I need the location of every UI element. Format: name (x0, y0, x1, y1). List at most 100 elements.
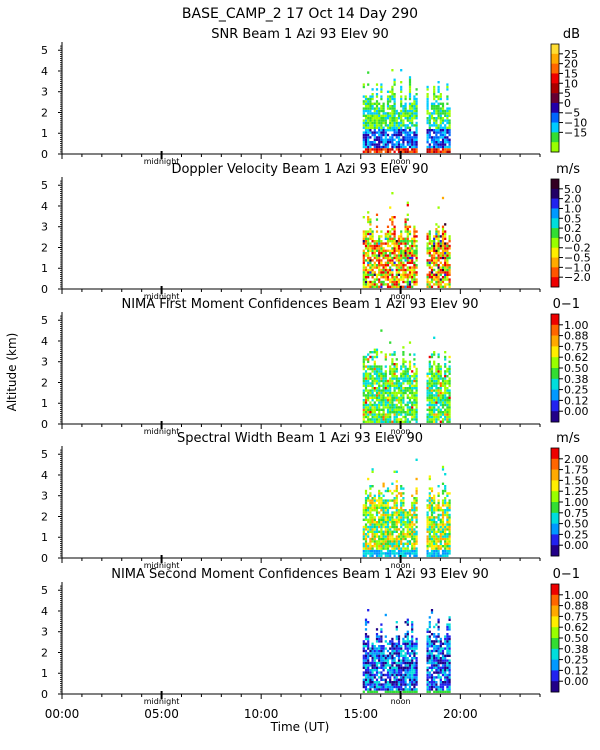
colorbar-unit: 0−1 (553, 297, 580, 312)
heatmap-cell (375, 657, 379, 660)
y-tick-label: 1 (41, 262, 48, 275)
heatmap-cell (386, 271, 390, 274)
heatmap-cell (367, 276, 370, 279)
heatmap-cell (382, 131, 385, 134)
heatmap-cell (444, 401, 447, 404)
heatmap-cell (386, 664, 390, 667)
heatmap-cell (441, 126, 445, 129)
heatmap-cell (378, 117, 381, 120)
heatmap-cell (415, 143, 418, 146)
heatmap-cell (373, 138, 376, 141)
heatmap-cell (446, 406, 449, 409)
heatmap-cell (439, 661, 442, 665)
heatmap-cell (362, 230, 365, 233)
heatmap-cell (395, 271, 398, 274)
heatmap-cell (378, 640, 381, 643)
heatmap-cell (371, 420, 374, 423)
heatmap-cell (373, 411, 376, 414)
heatmap-cell (435, 249, 438, 252)
heatmap-cell (391, 240, 394, 243)
heatmap-cell (384, 509, 387, 512)
heatmap-cell (364, 637, 368, 641)
heatmap-cell (446, 552, 449, 555)
heatmap-cell (362, 384, 365, 387)
heatmap-cell (415, 150, 418, 153)
heatmap-cell (415, 394, 418, 397)
heatmap-cell (400, 138, 403, 141)
heatmap-cell (430, 353, 434, 356)
heatmap-cell (411, 411, 414, 414)
heatmap-cell (415, 107, 418, 110)
heatmap-cell (400, 230, 403, 233)
heatmap-cell (444, 261, 447, 264)
heatmap-cell (395, 518, 398, 521)
heatmap-cell (435, 119, 438, 122)
heatmap-cell (375, 112, 379, 115)
heatmap-cell (367, 109, 370, 113)
heatmap-cell (364, 105, 368, 108)
heatmap-cell (364, 554, 368, 557)
heatmap-cell (369, 372, 372, 375)
heatmap-cell (362, 360, 365, 363)
heatmap-cell (391, 379, 394, 383)
heatmap-cell (364, 657, 368, 660)
heatmap-cell (386, 244, 390, 248)
heatmap-cell (439, 685, 442, 689)
heatmap-cell (402, 136, 405, 139)
heatmap-cell (406, 141, 409, 144)
heatmap-cell (380, 261, 383, 264)
heatmap-cell (391, 681, 394, 684)
heatmap-cell (404, 273, 407, 276)
heatmap-cell (415, 411, 418, 414)
heatmap-cell (439, 126, 442, 129)
heatmap-cell (402, 382, 405, 385)
heatmap-cell (375, 353, 379, 356)
heatmap-cell (406, 621, 409, 624)
heatmap-cell (408, 389, 412, 392)
heatmap-cell (408, 554, 412, 557)
heatmap-cell (408, 150, 412, 153)
heatmap-cell (411, 107, 414, 110)
heatmap-cell (364, 372, 368, 375)
heatmap-cell (362, 413, 365, 416)
heatmap-cell (413, 97, 416, 101)
heatmap-cell (411, 645, 414, 648)
heatmap-cell (433, 509, 436, 512)
heatmap-cell (393, 216, 396, 219)
heatmap-cell (393, 547, 396, 550)
heatmap-cell (413, 516, 416, 519)
heatmap-cell (448, 256, 451, 260)
heatmap-cell (382, 254, 385, 257)
heatmap-cell (384, 683, 387, 686)
heatmap-cell (391, 119, 394, 122)
heatmap-cell (362, 235, 365, 238)
heatmap-cell (402, 145, 405, 149)
heatmap-cell (439, 671, 442, 674)
heatmap-cell (433, 336, 436, 339)
heatmap-cell (441, 535, 445, 538)
heatmap-cell (441, 504, 445, 507)
heatmap-cell (441, 671, 445, 674)
heatmap-cell (380, 377, 383, 380)
heatmap-cell (411, 150, 414, 153)
heatmap-cell (367, 114, 370, 117)
heatmap-cell (391, 652, 394, 655)
colorbar-swatch (551, 584, 559, 596)
heatmap-cell (448, 394, 451, 397)
heatmap-cell (406, 389, 409, 392)
heatmap-cell (382, 391, 385, 395)
heatmap-cell (430, 411, 434, 414)
heatmap-cell (413, 278, 416, 281)
heatmap-cell (373, 249, 376, 252)
heatmap-cell (386, 235, 390, 238)
heatmap-cell (428, 621, 431, 624)
heatmap-cell (411, 521, 414, 524)
heatmap-cell (378, 413, 381, 416)
heatmap-cell (395, 242, 398, 245)
heatmap-cell (364, 645, 368, 648)
heatmap-cell (373, 141, 376, 144)
heatmap-cell (406, 117, 409, 120)
heatmap-cell (402, 143, 405, 146)
heatmap-cell (371, 232, 374, 236)
colorbar-label: 0.00 (564, 675, 589, 688)
